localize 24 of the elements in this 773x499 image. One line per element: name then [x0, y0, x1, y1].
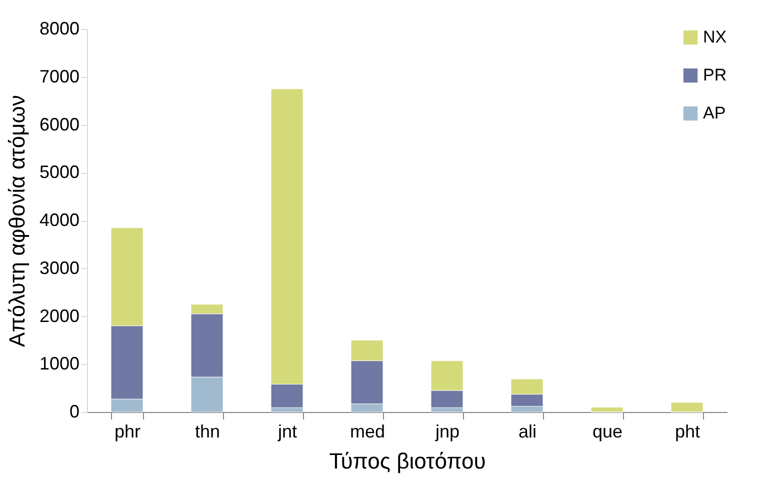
- y-tick-label: 1000: [39, 354, 80, 374]
- y-tick-label: 6000: [39, 114, 80, 134]
- x-tick-label: jnt: [276, 422, 298, 442]
- x-tick-label: que: [592, 422, 623, 442]
- x-axis-title: Τύπος βιοτόπου: [329, 448, 486, 474]
- y-tick-label: 2000: [39, 306, 80, 326]
- x-tick-label: thn: [194, 422, 220, 442]
- legend-label: NX: [703, 28, 727, 46]
- x-tick-label: pht: [674, 422, 700, 442]
- y-tick-label: 7000: [39, 66, 80, 86]
- y-tick-label: 4000: [39, 210, 80, 230]
- y-tick-label: 3000: [39, 258, 80, 278]
- bar: [590, 406, 624, 412]
- legend-label: PR: [703, 66, 727, 84]
- y-axis-title: Απόλυτη αφθονία ατόμων: [4, 95, 30, 347]
- y-tick-label: 5000: [39, 162, 80, 182]
- x-tick-label: phr: [114, 422, 141, 442]
- x-tick-label: ali: [518, 422, 537, 442]
- legend-label: AP: [703, 104, 726, 122]
- x-tick-label: med: [350, 422, 386, 442]
- y-tick-label: 8000: [39, 18, 80, 38]
- x-tick-label: jnp: [434, 422, 460, 442]
- bar: [670, 402, 704, 412]
- y-tick-label: 0: [69, 402, 80, 422]
